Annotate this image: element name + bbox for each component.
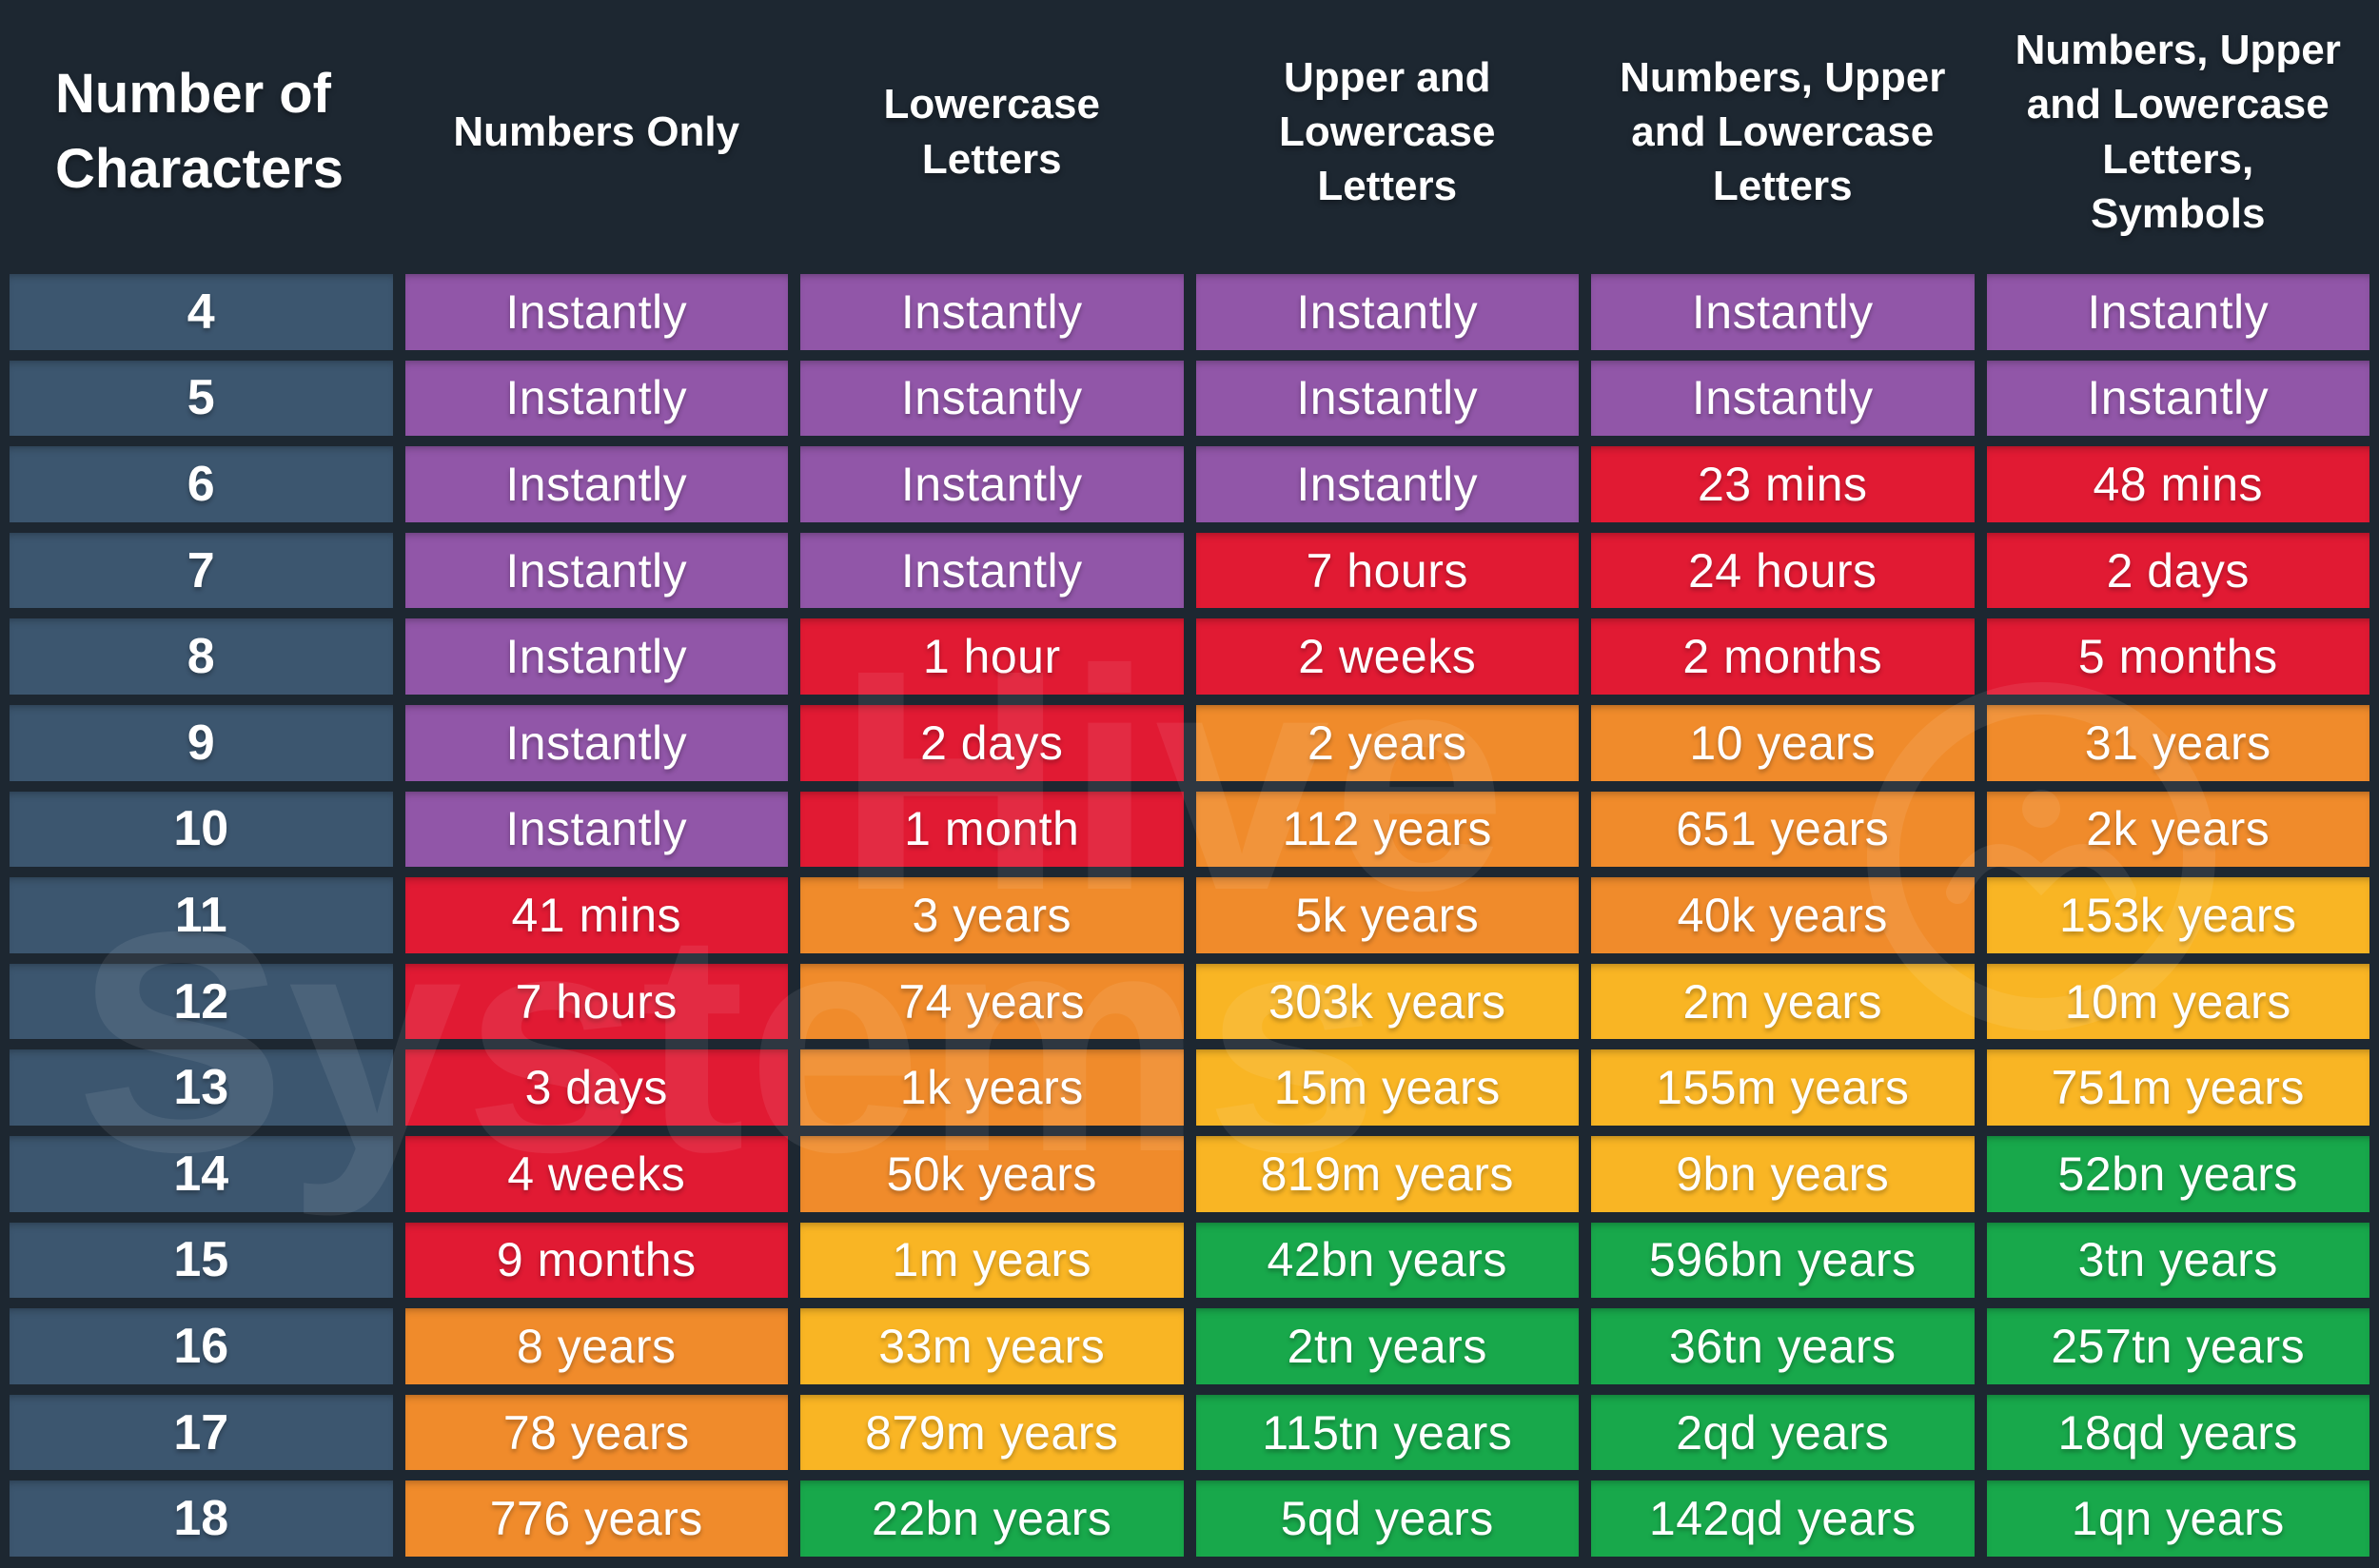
duration-cell: 8 years xyxy=(404,1308,788,1384)
duration-cell: 2k years xyxy=(1986,791,2369,868)
duration-cell: 3 years xyxy=(800,877,1184,953)
duration-cell: 879m years xyxy=(800,1394,1184,1471)
duration-cell: Instantly xyxy=(800,360,1184,437)
duration-cell: 1k years xyxy=(800,1049,1184,1126)
duration-cell: 9bn years xyxy=(1591,1135,1975,1212)
duration-cell: 1 month xyxy=(800,791,1184,868)
duration-cell: Instantly xyxy=(404,360,788,437)
duration-cell: 1 hour xyxy=(800,618,1184,695)
char-count-cell: 6 xyxy=(10,446,393,522)
column-header: Numbers, Upper and Lowercase Letters, Sy… xyxy=(2015,27,2341,237)
char-count-cell: 13 xyxy=(10,1049,393,1126)
char-count-cell: 9 xyxy=(10,704,393,781)
duration-cell: 9 months xyxy=(404,1222,788,1299)
duration-cell: 24 hours xyxy=(1591,532,1975,609)
duration-cell: 1m years xyxy=(800,1222,1184,1299)
duration-cell: 3 days xyxy=(404,1049,788,1126)
duration-cell: 2 days xyxy=(800,704,1184,781)
duration-cell: 78 years xyxy=(404,1394,788,1471)
char-count-cell: 17 xyxy=(10,1394,393,1471)
char-count-cell: 14 xyxy=(10,1135,393,1212)
duration-cell: Instantly xyxy=(1591,360,1975,437)
char-count-cell: 12 xyxy=(10,963,393,1040)
duration-cell: 10 years xyxy=(1591,704,1975,781)
duration-cell: 22bn years xyxy=(800,1480,1184,1557)
duration-cell: 257tn years xyxy=(1986,1308,2369,1384)
duration-cell: 303k years xyxy=(1195,963,1579,1040)
duration-cell: 18qd years xyxy=(1986,1394,2369,1471)
char-count-cell: 7 xyxy=(10,532,393,609)
char-count-cell: 15 xyxy=(10,1222,393,1299)
duration-cell: 33m years xyxy=(800,1308,1184,1384)
char-count-cell: 8 xyxy=(10,618,393,695)
duration-cell: 596bn years xyxy=(1591,1222,1975,1299)
char-count-cell: 11 xyxy=(10,877,393,953)
duration-cell: 2 weeks xyxy=(1195,618,1579,695)
duration-cell: Instantly xyxy=(1986,360,2369,437)
duration-cell: 31 years xyxy=(1986,704,2369,781)
duration-cell: Instantly xyxy=(800,274,1184,350)
column-header: Upper and Lowercase Letters xyxy=(1279,53,1496,210)
char-count-cell: 5 xyxy=(10,360,393,437)
duration-cell: 751m years xyxy=(1986,1049,2369,1126)
duration-cell: 52bn years xyxy=(1986,1135,2369,1212)
char-count-cell: 4 xyxy=(10,274,393,350)
duration-cell: 776 years xyxy=(404,1480,788,1557)
duration-cell: 48 mins xyxy=(1986,446,2369,522)
duration-cell: 2 days xyxy=(1986,532,2369,609)
duration-cell: Instantly xyxy=(1591,274,1975,350)
duration-cell: 819m years xyxy=(1195,1135,1579,1212)
duration-cell: Instantly xyxy=(404,618,788,695)
duration-cell: 74 years xyxy=(800,963,1184,1040)
duration-cell: 5qd years xyxy=(1195,1480,1579,1557)
duration-cell: 651 years xyxy=(1591,791,1975,868)
duration-cell: 41 mins xyxy=(404,877,788,953)
duration-cell: Instantly xyxy=(404,446,788,522)
duration-cell: 50k years xyxy=(800,1135,1184,1212)
column-header: Lowercase Letters xyxy=(883,81,1100,183)
char-count-cell: 18 xyxy=(10,1480,393,1557)
char-count-cell: 16 xyxy=(10,1308,393,1384)
duration-cell: 5k years xyxy=(1195,877,1579,953)
duration-cell: 42bn years xyxy=(1195,1222,1579,1299)
column-header: Numbers, Upper and Lowercase Letters xyxy=(1620,53,1946,210)
duration-cell: 36tn years xyxy=(1591,1308,1975,1384)
duration-cell: Instantly xyxy=(800,446,1184,522)
duration-cell: Instantly xyxy=(1195,274,1579,350)
duration-cell: Instantly xyxy=(1195,360,1579,437)
duration-cell: 1qn years xyxy=(1986,1480,2369,1557)
duration-cell: 155m years xyxy=(1591,1049,1975,1126)
duration-cell: Instantly xyxy=(404,704,788,781)
duration-cell: 112 years xyxy=(1195,791,1579,868)
duration-cell: 142qd years xyxy=(1591,1480,1975,1557)
duration-cell: 2 months xyxy=(1591,618,1975,695)
duration-cell: 23 mins xyxy=(1591,446,1975,522)
duration-cell: 2tn years xyxy=(1195,1308,1579,1384)
duration-cell: Instantly xyxy=(1986,274,2369,350)
duration-cell: 2qd years xyxy=(1591,1394,1975,1471)
duration-cell: 2m years xyxy=(1591,963,1975,1040)
duration-cell: 5 months xyxy=(1986,618,2369,695)
duration-cell: 4 weeks xyxy=(404,1135,788,1212)
column-header: Numbers Only xyxy=(453,108,740,155)
duration-cell: 10m years xyxy=(1986,963,2369,1040)
duration-cell: 115tn years xyxy=(1195,1394,1579,1471)
duration-cell: 7 hours xyxy=(404,963,788,1040)
char-count-cell: 10 xyxy=(10,791,393,868)
duration-cell: Instantly xyxy=(800,532,1184,609)
duration-cell: 153k years xyxy=(1986,877,2369,953)
duration-cell: 2 years xyxy=(1195,704,1579,781)
duration-cell: Instantly xyxy=(1195,446,1579,522)
duration-cell: 7 hours xyxy=(1195,532,1579,609)
duration-cell: 3tn years xyxy=(1986,1222,2369,1299)
duration-cell: 40k years xyxy=(1591,877,1975,953)
duration-cell: 15m years xyxy=(1195,1049,1579,1126)
duration-cell: Instantly xyxy=(404,791,788,868)
column-header-characters: Number of Characters xyxy=(55,63,344,200)
duration-cell: Instantly xyxy=(404,532,788,609)
duration-cell: Instantly xyxy=(404,274,788,350)
